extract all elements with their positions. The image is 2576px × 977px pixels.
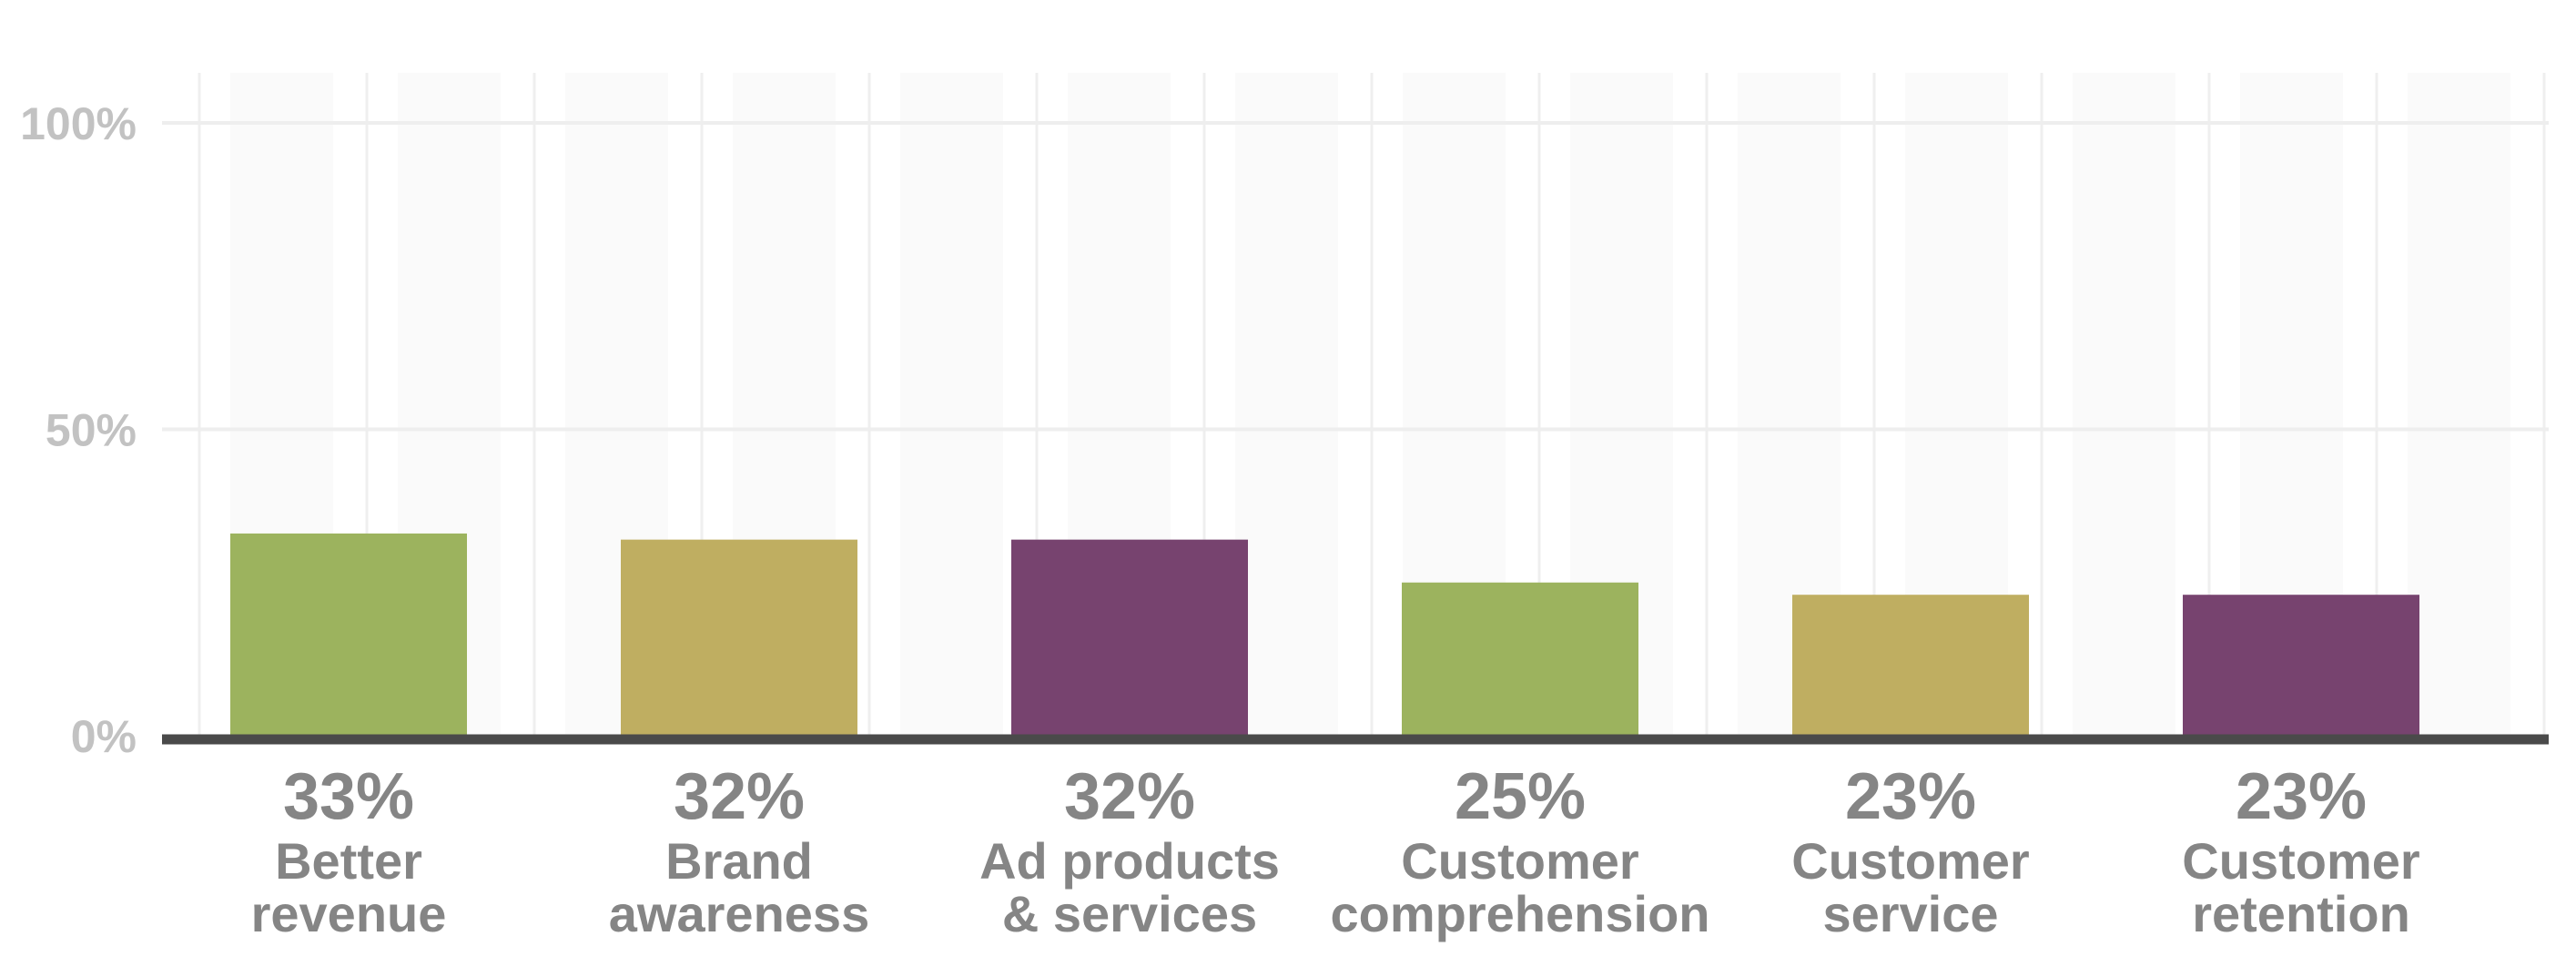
category-label: Brand <box>665 832 813 890</box>
background-stripe <box>900 73 1003 736</box>
category-label: Customer <box>1401 832 1638 890</box>
background-stripe <box>2408 73 2510 736</box>
category-label: & services <box>1002 885 1257 942</box>
value-label: 25% <box>1455 760 1586 833</box>
category-label: Better <box>275 832 422 890</box>
bar <box>1792 595 2029 736</box>
value-label: 32% <box>1064 760 1195 833</box>
background-stripe <box>1235 73 1338 736</box>
y-tick-label: 0% <box>71 711 137 762</box>
value-label: 23% <box>1845 760 1976 833</box>
value-label: 32% <box>674 760 805 833</box>
category-label: Customer <box>2182 832 2419 890</box>
category-label: Ad products <box>979 832 1280 890</box>
gridlines <box>162 73 2549 736</box>
value-label: 33% <box>283 760 414 833</box>
bar <box>621 539 857 736</box>
bar <box>2183 595 2419 736</box>
y-tick-label: 50% <box>46 405 137 456</box>
category-label: retention <box>2192 885 2410 942</box>
category-label: comprehension <box>1331 885 1710 942</box>
value-label: 23% <box>2236 760 2367 833</box>
y-axis-ticks: 0% 50% 100% <box>20 98 137 762</box>
category-label: Customer <box>1791 832 2029 890</box>
bar <box>1011 539 1248 736</box>
bar <box>1402 582 1638 736</box>
y-tick-label: 100% <box>20 98 137 149</box>
category-label: revenue <box>251 885 447 942</box>
category-label: service <box>1822 885 1998 942</box>
category-label: awareness <box>609 885 869 942</box>
bars <box>230 533 2419 736</box>
background-stripe <box>2073 73 2175 736</box>
bar <box>230 533 467 736</box>
